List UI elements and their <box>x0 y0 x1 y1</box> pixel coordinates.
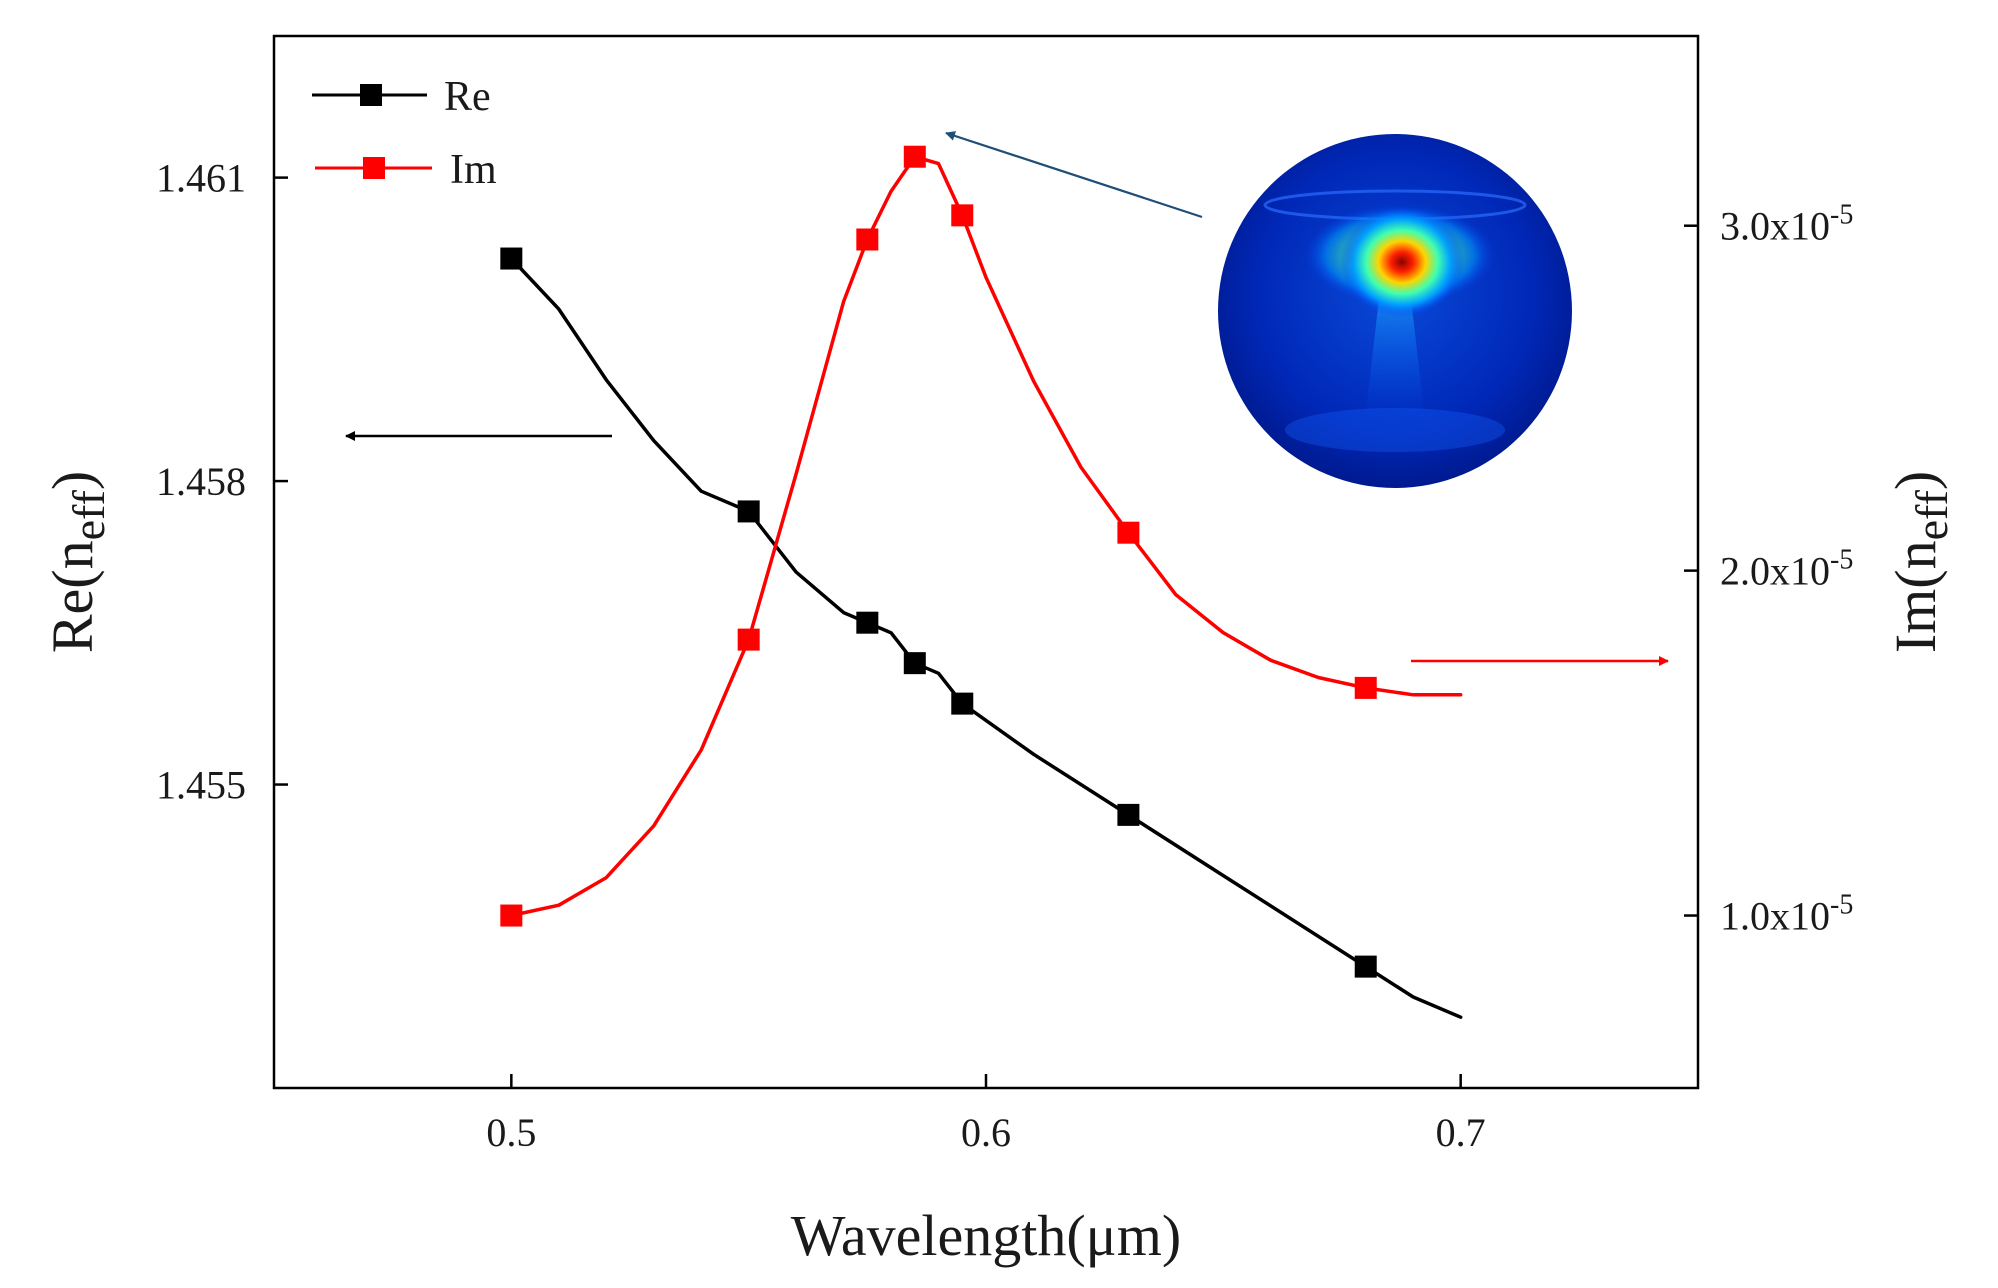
legend-entry-im: Im <box>315 147 497 193</box>
data-point-re <box>1354 955 1377 978</box>
legend-entry-re: Re <box>312 74 491 120</box>
series-re <box>500 247 1463 1019</box>
data-point-re <box>1117 803 1140 826</box>
data-point-re <box>903 652 926 675</box>
left-axis-ticks: 1.455 1.458 1.461 <box>156 156 288 808</box>
left-tick-label: 1.461 <box>156 156 246 201</box>
left-tick-label: 1.455 <box>156 763 246 808</box>
legend-label-re: Re <box>444 74 491 120</box>
left-tick-label: 1.458 <box>156 459 246 504</box>
x-tick-label: 0.7 <box>1436 1110 1486 1155</box>
legend-label-im: Im <box>450 147 497 193</box>
data-point-re <box>500 247 523 270</box>
data-point-re <box>737 500 760 523</box>
data-point-im <box>903 145 926 168</box>
right-tick-label: 1.0x10-5 <box>1720 890 1853 939</box>
right-axis-ticks: 1.0x10-5 2.0x10-5 3.0x10-5 <box>1684 200 1853 939</box>
x-tick-label: 0.6 <box>961 1110 1011 1155</box>
right-tick-label: 2.0x10-5 <box>1720 545 1853 594</box>
x-axis-ticks: 0.5 0.6 0.7 <box>486 1074 1486 1155</box>
x-tick-label: 0.5 <box>486 1110 536 1155</box>
series-line-re <box>509 256 1463 1019</box>
data-point-im <box>500 904 523 927</box>
data-point-im <box>856 228 879 251</box>
mode-field-inset <box>1218 134 1572 488</box>
right-tick-label: 3.0x10-5 <box>1720 200 1853 249</box>
data-point-re <box>951 692 974 715</box>
data-point-re <box>856 611 879 634</box>
inset-pointer-arrow <box>945 131 1203 219</box>
left-axis-title: Re(neff) <box>40 471 114 653</box>
data-point-im <box>1354 676 1377 699</box>
right-axis-title: Im(neff) <box>1883 471 1957 653</box>
x-axis-title: Wavelength(μm) <box>791 1203 1181 1268</box>
series-im <box>500 145 1463 927</box>
data-point-im <box>1117 521 1140 544</box>
data-point-im <box>737 628 760 651</box>
legend: Re Im <box>312 74 497 193</box>
data-point-im <box>951 204 974 227</box>
series-line-im <box>509 154 1463 918</box>
